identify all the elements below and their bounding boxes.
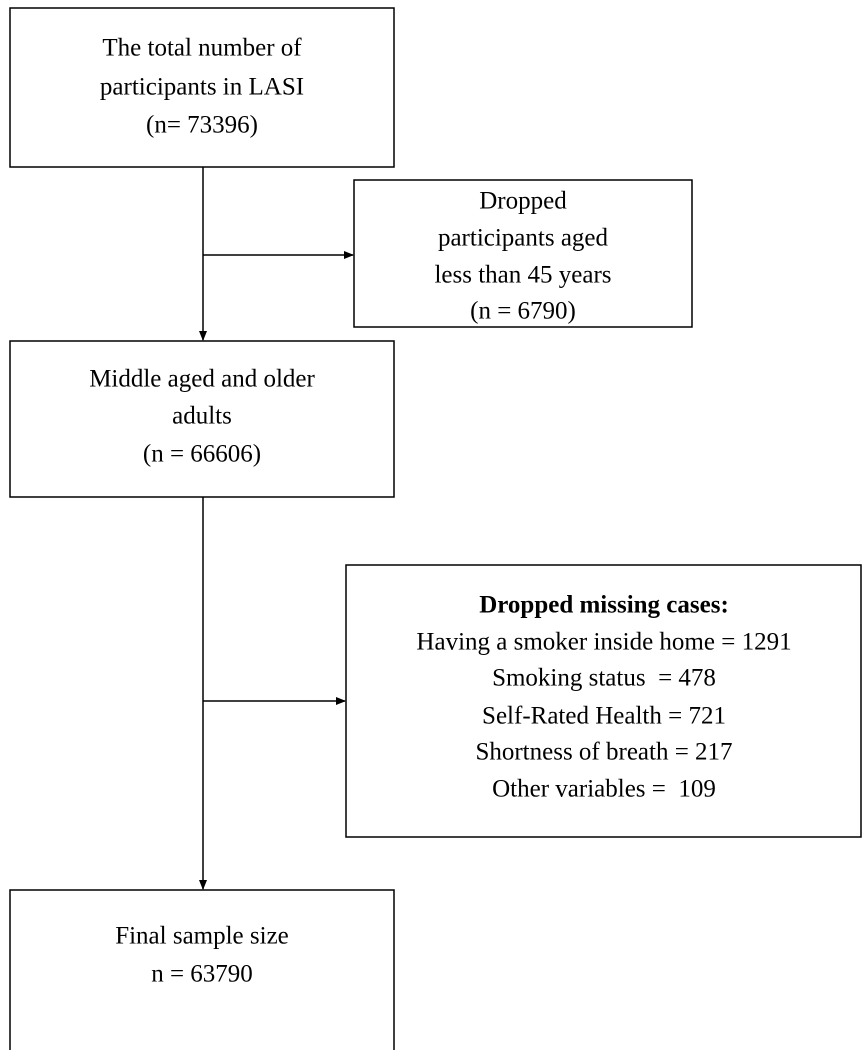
- node-title: Dropped missing cases:: [479, 592, 729, 619]
- node-text: Self-Rated Health = 721: [482, 703, 726, 730]
- node-text: (n = 6790): [470, 298, 576, 325]
- node-text: Dropped: [479, 188, 567, 215]
- node-text: participants in LASI: [100, 74, 304, 101]
- node-text: Smoking status = 478: [492, 665, 716, 692]
- node-text: Other variables = 109: [492, 776, 716, 803]
- node-text: adults: [172, 403, 232, 430]
- box: [9, 889, 395, 1050]
- node-text: (n= 73396): [146, 112, 258, 139]
- box: [345, 564, 862, 838]
- node-text: Final sample size: [115, 923, 289, 950]
- node-text: Having a smoker inside home = 1291: [416, 629, 791, 656]
- box: [353, 179, 693, 328]
- box: [9, 340, 395, 498]
- node-text: n = 63790: [151, 961, 253, 988]
- node-text: Shortness of breath = 217: [475, 739, 732, 766]
- node-text: participants aged: [438, 225, 609, 252]
- node-text: Middle aged and older: [89, 366, 315, 393]
- node-text: The total number of: [102, 35, 302, 62]
- node-text: (n = 66606): [143, 441, 261, 468]
- node-text: less than 45 years: [434, 262, 611, 289]
- box: [9, 7, 395, 168]
